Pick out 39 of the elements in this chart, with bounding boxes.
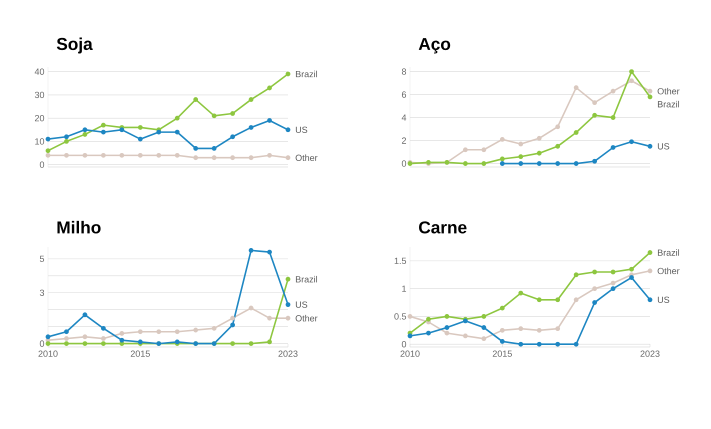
y-tick-label: 2 xyxy=(402,137,406,144)
y-tick-label: 0 xyxy=(402,341,406,348)
chart-title: Milho xyxy=(57,220,101,234)
y-tick-label: 5 xyxy=(40,256,44,262)
x-tick-label: 2023 xyxy=(278,350,298,357)
x-tick-label: 2010 xyxy=(400,350,420,357)
chart-title: Aço xyxy=(418,38,450,54)
y-tick-label: 0.5 xyxy=(394,313,406,320)
y-tick-label: 3 xyxy=(40,290,44,296)
y-tick-label: 0 xyxy=(402,160,406,167)
x-tick-label: 2010 xyxy=(38,350,58,357)
series-label: Other xyxy=(658,88,680,94)
x-tick-label: 2015 xyxy=(492,350,512,357)
series-label: Other xyxy=(296,154,318,161)
y-tick-label: 8 xyxy=(402,68,406,75)
x-tick-label: 2015 xyxy=(130,350,150,357)
y-tick-label: 1.5 xyxy=(394,258,406,264)
y-tick-label: 6 xyxy=(402,91,406,98)
y-tick-label: 0 xyxy=(40,340,44,347)
y-tick-label: 4 xyxy=(402,114,406,121)
series-label: US xyxy=(658,296,670,303)
chart-title: Soja xyxy=(56,37,93,54)
series-label: Other xyxy=(296,314,318,322)
series-label: Brazil xyxy=(296,70,318,78)
chart-title: Carne xyxy=(419,221,467,234)
y-tick-label: 20 xyxy=(34,114,44,122)
x-tick-label: 2023 xyxy=(640,350,660,357)
series-label: Brazil xyxy=(658,100,680,108)
y-tick-label: 40 xyxy=(34,68,44,75)
y-tick-label: 30 xyxy=(34,92,44,98)
series-label: US xyxy=(658,143,670,150)
series-label: Other xyxy=(658,268,680,274)
series-label: Brazil xyxy=(658,249,680,256)
y-tick-label: 0 xyxy=(40,161,44,168)
y-tick-label: 10 xyxy=(35,138,44,145)
series-label: US xyxy=(296,301,308,308)
y-tick-label: 1 xyxy=(402,286,406,292)
series-label: US xyxy=(296,126,308,133)
series-label: Brazil xyxy=(296,276,318,283)
